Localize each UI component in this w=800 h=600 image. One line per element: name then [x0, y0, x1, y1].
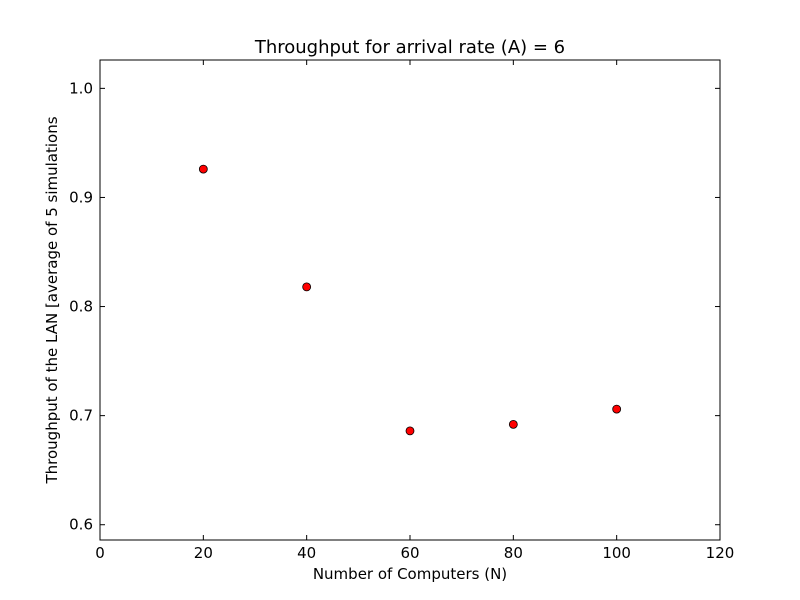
x-tick-label: 0	[95, 544, 105, 562]
x-tick-label: 80	[504, 544, 523, 562]
data-point	[198, 164, 208, 174]
y-tick-label: 0.7	[69, 407, 93, 425]
x-tick-label: 40	[297, 544, 316, 562]
data-point	[612, 404, 622, 414]
x-tick-label: 60	[400, 544, 419, 562]
x-tick-label: 20	[194, 544, 213, 562]
y-tick-label: 0.6	[69, 516, 93, 534]
x-tick-label: 120	[706, 544, 735, 562]
y-tick-labels: 0.6 0.7 0.8 0.9 1.0	[69, 79, 93, 533]
data-point	[405, 426, 415, 436]
data-point	[302, 282, 312, 292]
x-axis-title: Number of Computers (N)	[313, 565, 507, 583]
y-axis-title: Throughput of the LAN [average of 5 simu…	[43, 116, 61, 484]
y-tick-label: 0.8	[69, 298, 93, 316]
plot-frame	[99, 59, 721, 541]
data-points	[198, 164, 622, 436]
chart-title: Throughput for arrival rate (A) = 6	[254, 37, 565, 58]
y-tick-label: 0.9	[69, 188, 93, 206]
x-tick-labels: 0 20 40 60 80 100 120	[95, 544, 734, 562]
data-point	[508, 419, 518, 429]
y-tick-label: 1.0	[69, 79, 93, 97]
x-tick-label: 100	[602, 544, 631, 562]
